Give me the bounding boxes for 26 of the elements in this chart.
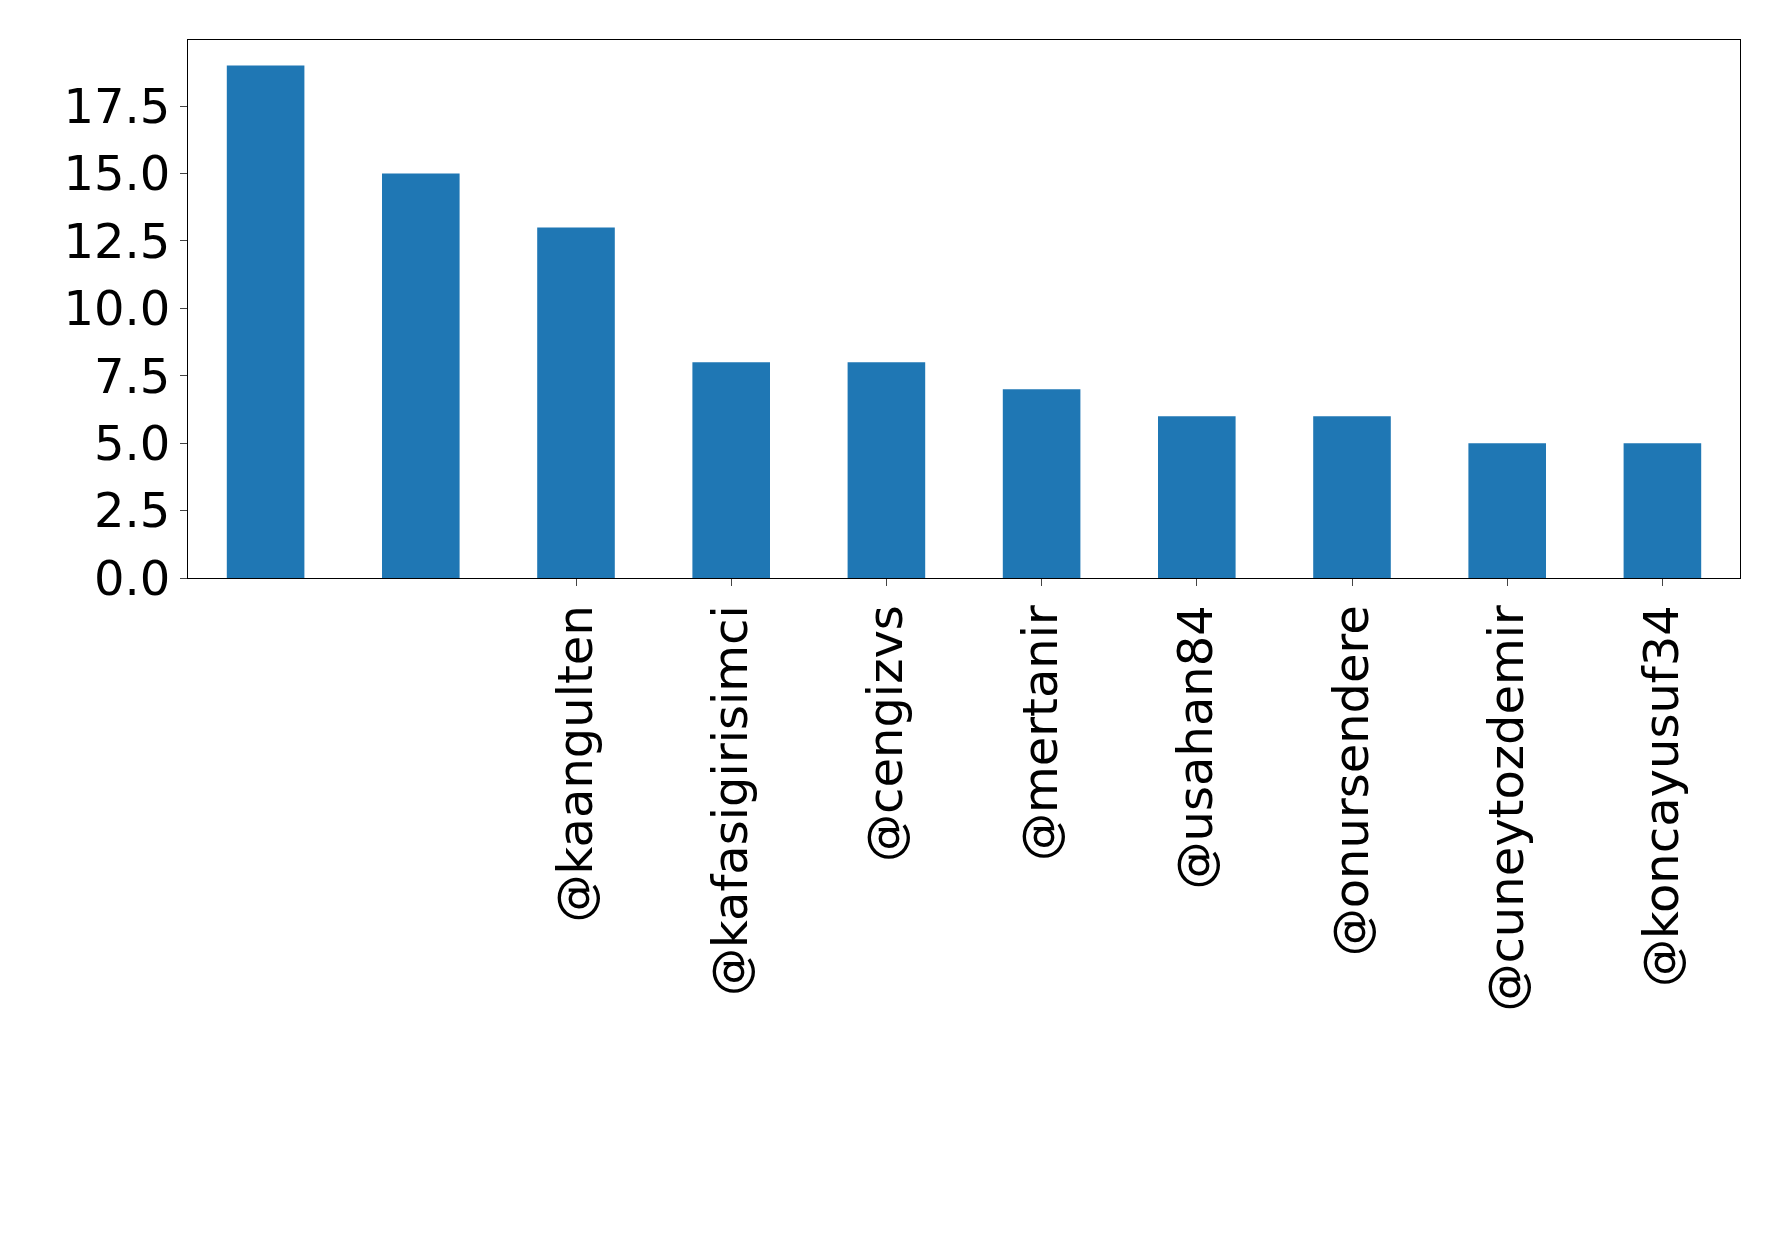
- y-tick-label: 12.5: [63, 212, 171, 269]
- bar: [1158, 416, 1236, 578]
- bar: [692, 362, 770, 578]
- x-tick-label: @onursendere: [1322, 605, 1379, 957]
- y-tick-label: 2.5: [94, 482, 171, 539]
- y-tick-label: 7.5: [94, 347, 171, 404]
- y-tick-label: 0.0: [94, 549, 171, 606]
- x-tick-label: @cengizvs: [857, 605, 913, 862]
- x-tick-label: @kaangulten: [546, 605, 603, 923]
- x-tick-label: @koncayusuf34: [1633, 605, 1689, 988]
- bar: [1002, 389, 1081, 578]
- y-tick-label: 15.0: [63, 145, 171, 202]
- x-tick-label: @mertanir: [1012, 604, 1069, 861]
- bar: [226, 65, 305, 578]
- y-tick-label: 5.0: [94, 414, 171, 471]
- x-tick-label: @cuneytozdemir: [1477, 604, 1534, 1012]
- x-tick-label: @usahan84: [1167, 605, 1224, 890]
- bar: [1313, 416, 1391, 578]
- x-tick-label: @kafasigirisimci: [701, 605, 758, 996]
- bar: [537, 227, 615, 578]
- bar: [1623, 443, 1702, 578]
- y-tick-label: 17.5: [63, 77, 171, 134]
- y-tick-label: 10.0: [63, 280, 171, 337]
- bar: [1468, 443, 1546, 578]
- bar: [382, 173, 460, 578]
- bar: [847, 362, 926, 578]
